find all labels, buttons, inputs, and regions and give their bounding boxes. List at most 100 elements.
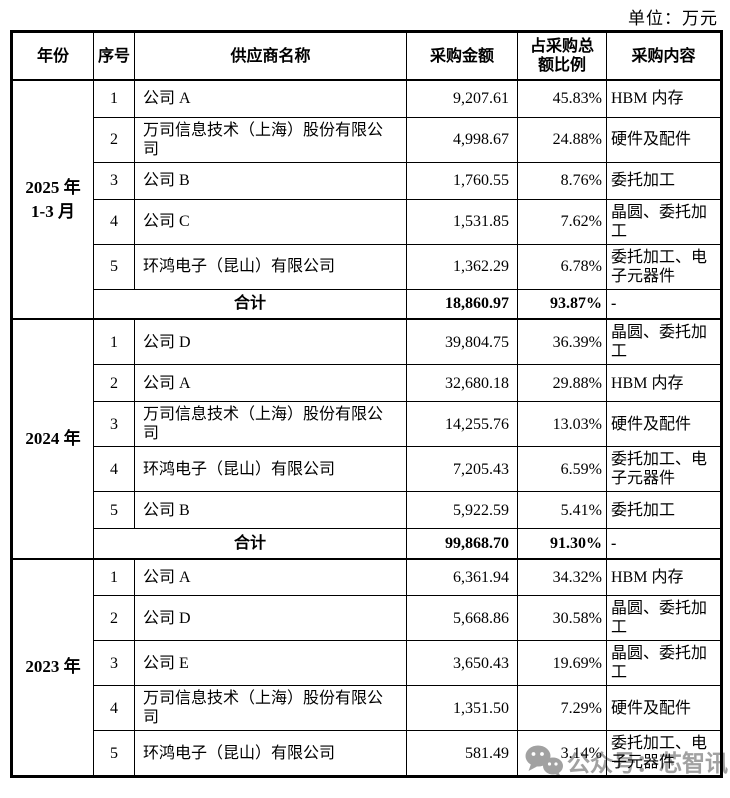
purchase-content: HBM 内存 — [606, 557, 722, 596]
purchase-content: 委托加工 — [606, 491, 722, 529]
purchase-content: HBM 内存 — [606, 364, 722, 402]
purchase-ratio: 30.58% — [517, 595, 607, 641]
table-row: 5 环鸿电子（昆山）有限公司 581.49 3.14% 委托加工、电子元器件 — [12, 730, 722, 777]
supplier-name: 公司 B — [134, 491, 407, 529]
row-number: 5 — [93, 243, 135, 290]
row-number: 1 — [93, 318, 135, 365]
purchase-ratio: 6.59% — [517, 446, 607, 492]
row-number: 2 — [93, 364, 135, 402]
purchase-amount: 5,922.59 — [406, 491, 518, 529]
row-number: 3 — [93, 401, 135, 447]
purchase-amount: 7,205.43 — [406, 446, 518, 492]
procurement-table: 年份 序号 供应商名称 采购金额 占采购总 额比例 采购内容 2025 年 1-… — [10, 30, 723, 778]
total-label: 合计 — [93, 288, 407, 320]
supplier-name: 公司 C — [134, 198, 407, 245]
purchase-content: 硬件及配件 — [606, 116, 722, 163]
purchase-content: 委托加工、电子元器件 — [606, 730, 722, 777]
supplier-name: 万司信息技术（上海）股份有限公司 — [134, 685, 407, 731]
year-cell: 2025 年 1-3 月 — [11, 79, 94, 320]
purchase-amount: 39,804.75 — [406, 318, 518, 365]
purchase-amount: 9,207.61 — [406, 79, 518, 118]
year-cell: 2023 年 — [11, 557, 94, 777]
total-ratio: 93.87% — [517, 288, 607, 320]
row-number: 2 — [93, 595, 135, 641]
purchase-content: 晶圆、委托加工 — [606, 198, 722, 245]
table-row: 4 环鸿电子（昆山）有限公司 7,205.43 6.59% 委托加工、电子元器件 — [12, 446, 722, 492]
supplier-name: 公司 A — [134, 557, 407, 596]
table-row: 2 万司信息技术（上海）股份有限公司 4,998.67 24.88% 硬件及配件 — [12, 116, 722, 163]
header-row: 年份 序号 供应商名称 采购金额 占采购总 额比例 采购内容 — [11, 31, 722, 81]
row-number: 3 — [93, 161, 135, 200]
table-row: 2 公司 A 32,680.18 29.88% HBM 内存 — [12, 364, 722, 402]
table-row: 5 公司 B 5,922.59 5.41% 委托加工 — [12, 491, 722, 529]
table-row: 3 公司 B 1,760.55 8.76% 委托加工 — [12, 161, 722, 200]
purchase-ratio: 5.41% — [517, 491, 607, 529]
total-row: 合计 18,860.97 93.87% - — [12, 288, 722, 320]
purchase-content: 委托加工、电子元器件 — [606, 243, 722, 290]
purchase-ratio: 24.88% — [517, 116, 607, 163]
col-header-supplier: 供应商名称 — [134, 31, 407, 81]
purchase-content: 委托加工、电子元器件 — [606, 446, 722, 492]
table-row: 4 公司 C 1,531.85 7.62% 晶圆、委托加工 — [12, 198, 722, 245]
total-content: - — [606, 528, 722, 559]
table-row: 2 公司 D 5,668.86 30.58% 晶圆、委托加工 — [12, 595, 722, 641]
unit-label: 单位：万元 — [628, 9, 718, 28]
purchase-ratio: 6.78% — [517, 243, 607, 290]
row-number: 1 — [93, 79, 135, 118]
total-ratio: 91.30% — [517, 528, 607, 559]
supplier-name: 环鸿电子（昆山）有限公司 — [134, 446, 407, 492]
supplier-name: 环鸿电子（昆山）有限公司 — [134, 730, 407, 777]
col-header-content: 采购内容 — [606, 31, 722, 81]
row-number: 3 — [93, 640, 135, 686]
supplier-name: 环鸿电子（昆山）有限公司 — [134, 243, 407, 290]
total-label: 合计 — [93, 528, 407, 559]
purchase-amount: 1,760.55 — [406, 161, 518, 200]
row-number: 1 — [93, 557, 135, 596]
table-row: 2023 年 1 公司 A 6,361.94 34.32% HBM 内存 — [11, 557, 722, 777]
table-row: 2024 年 1 公司 D 39,804.75 36.39% 晶圆、委托加工 — [11, 318, 722, 559]
purchase-ratio: 7.62% — [517, 198, 607, 245]
purchase-amount: 5,668.86 — [406, 595, 518, 641]
purchase-ratio: 29.88% — [517, 364, 607, 402]
total-content: - — [606, 288, 722, 320]
supplier-name: 公司 D — [134, 595, 407, 641]
purchase-ratio: 36.39% — [517, 318, 607, 365]
table-row: 4 万司信息技术（上海）股份有限公司 1,351.50 7.29% 硬件及配件 — [12, 685, 722, 731]
supplier-name: 万司信息技术（上海）股份有限公司 — [134, 116, 407, 163]
purchase-amount: 1,531.85 — [406, 198, 518, 245]
col-header-year: 年份 — [11, 31, 94, 81]
purchase-ratio: 3.14% — [517, 730, 607, 777]
table-row: 5 环鸿电子（昆山）有限公司 1,362.29 6.78% 委托加工、电子元器件 — [12, 243, 722, 290]
purchase-ratio: 13.03% — [517, 401, 607, 447]
supplier-name: 公司 E — [134, 640, 407, 686]
purchase-amount: 14,255.76 — [406, 401, 518, 447]
row-number: 5 — [93, 491, 135, 529]
supplier-name: 公司 D — [134, 318, 407, 365]
purchase-amount: 1,351.50 — [406, 685, 518, 731]
table-row: 3 公司 E 3,650.43 19.69% 晶圆、委托加工 — [12, 640, 722, 686]
row-number: 4 — [93, 685, 135, 731]
supplier-name: 公司 A — [134, 79, 407, 118]
purchase-amount: 4,998.67 — [406, 116, 518, 163]
purchase-content: 硬件及配件 — [606, 685, 722, 731]
purchase-ratio: 19.69% — [517, 640, 607, 686]
row-number: 4 — [93, 446, 135, 492]
purchase-content: 晶圆、委托加工 — [606, 595, 722, 641]
purchase-amount: 1,362.29 — [406, 243, 518, 290]
row-number: 5 — [93, 730, 135, 777]
purchase-ratio: 8.76% — [517, 161, 607, 200]
purchase-amount: 6,361.94 — [406, 557, 518, 596]
purchase-content: 晶圆、委托加工 — [606, 318, 722, 365]
purchase-content: 委托加工 — [606, 161, 722, 200]
supplier-name: 公司 A — [134, 364, 407, 402]
purchase-amount: 581.49 — [406, 730, 518, 777]
purchase-content: 硬件及配件 — [606, 401, 722, 447]
col-header-amount: 采购金额 — [406, 31, 518, 81]
row-number: 4 — [93, 198, 135, 245]
col-header-no: 序号 — [93, 31, 135, 81]
supplier-name: 公司 B — [134, 161, 407, 200]
total-amount: 18,860.97 — [406, 288, 518, 320]
purchase-ratio: 7.29% — [517, 685, 607, 731]
table-row: 2025 年 1-3 月 1 公司 A 9,207.61 45.83% HBM 内存 — [11, 79, 722, 320]
table-row: 3 万司信息技术（上海）股份有限公司 14,255.76 13.03% 硬件及配件 — [12, 401, 722, 447]
